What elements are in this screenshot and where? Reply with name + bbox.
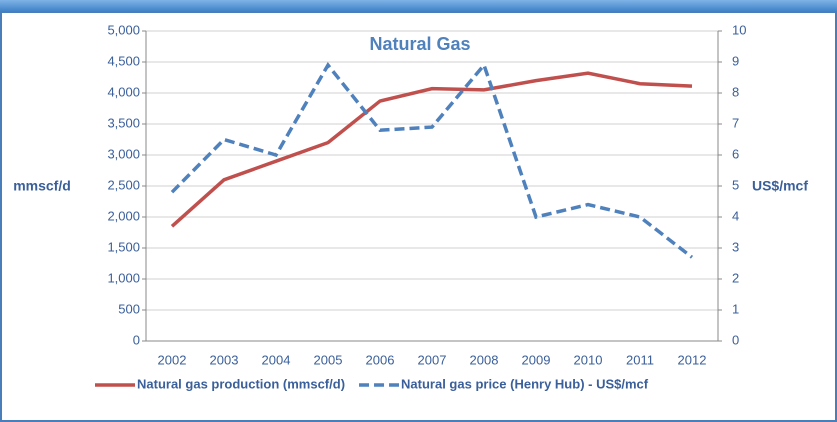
x-tick-label: 2010 bbox=[574, 352, 603, 367]
top-bar bbox=[0, 0, 837, 12]
y2-tick-label: 6 bbox=[732, 146, 739, 161]
y2-tick-label: 0 bbox=[732, 332, 739, 347]
y-tick-label: 5,000 bbox=[107, 22, 140, 37]
y2-tick-label: 9 bbox=[732, 53, 739, 68]
x-tick-label: 2007 bbox=[418, 352, 447, 367]
y-tick-label: 0 bbox=[133, 332, 140, 347]
chart-title: Natural Gas bbox=[369, 34, 470, 54]
x-tick-label: 2011 bbox=[626, 352, 654, 367]
x-tick-label: 2009 bbox=[522, 352, 551, 367]
series-line bbox=[170, 61, 694, 259]
y2-tick-label: 5 bbox=[732, 177, 739, 192]
legend-label: Natural gas price (Henry Hub) - US$/mcf bbox=[401, 376, 649, 391]
series-line bbox=[170, 71, 693, 228]
y-axis-label: mmscf/d bbox=[13, 178, 71, 194]
x-tick-label: 2004 bbox=[262, 352, 291, 367]
y2-tick-label: 8 bbox=[732, 84, 739, 99]
x-tick-label: 2003 bbox=[210, 352, 239, 367]
y-tick-label: 3,000 bbox=[107, 146, 140, 161]
x-tick-label: 2012 bbox=[678, 352, 707, 367]
y-tick-label: 2,500 bbox=[107, 177, 140, 192]
y-tick-label: 4,500 bbox=[107, 53, 140, 68]
y2-tick-label: 7 bbox=[732, 115, 739, 130]
y-tick-label: 3,500 bbox=[107, 115, 140, 130]
y-tick-label: 500 bbox=[118, 301, 140, 316]
x-tick-label: 2008 bbox=[470, 352, 499, 367]
y2-tick-label: 10 bbox=[732, 22, 746, 37]
y2-tick-label: 1 bbox=[732, 301, 739, 316]
legend-label: Natural gas production (mmscf/d) bbox=[137, 376, 345, 391]
x-tick-label: 2006 bbox=[366, 352, 395, 367]
y-tick-label: 1,000 bbox=[107, 270, 140, 285]
x-tick-label: 2002 bbox=[158, 352, 187, 367]
y2-axis-label: US$/mcf bbox=[752, 178, 808, 194]
y-tick-label: 2,000 bbox=[107, 208, 140, 223]
y2-tick-label: 3 bbox=[732, 239, 739, 254]
frame bbox=[0, 11, 837, 422]
y2-tick-label: 4 bbox=[732, 208, 739, 223]
y-tick-label: 4,000 bbox=[107, 84, 140, 99]
y-tick-label: 1,500 bbox=[107, 239, 140, 254]
y2-tick-label: 2 bbox=[732, 270, 739, 285]
x-tick-label: 2005 bbox=[314, 352, 343, 367]
